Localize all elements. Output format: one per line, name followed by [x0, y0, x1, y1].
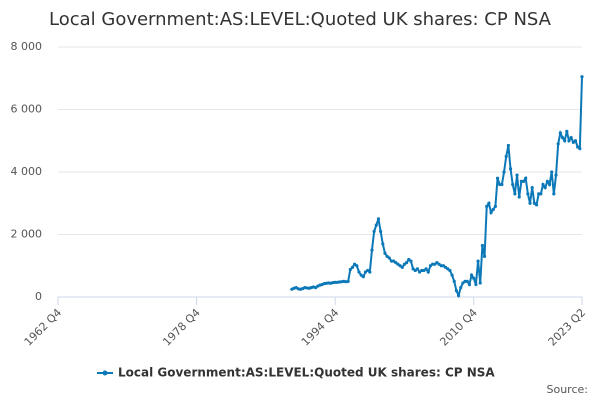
- point: [515, 173, 519, 177]
- point: [502, 170, 506, 174]
- point: [357, 270, 361, 274]
- point: [474, 282, 478, 287]
- point: [405, 261, 409, 265]
- point: [355, 264, 359, 268]
- point: [482, 254, 487, 258]
- point: [580, 75, 584, 79]
- point: [573, 139, 578, 143]
- point: [524, 176, 528, 180]
- point: [526, 192, 530, 196]
- x-tick-label: 1978 Q4: [160, 306, 203, 349]
- point: [379, 229, 383, 233]
- point: [459, 286, 463, 290]
- point: [528, 201, 532, 205]
- point: [504, 154, 508, 158]
- point: [493, 204, 497, 208]
- point: [348, 267, 352, 272]
- point: [560, 136, 565, 140]
- point: [489, 211, 493, 215]
- y-tick-label: 4 000: [11, 165, 43, 178]
- point: [424, 267, 428, 271]
- point: [426, 270, 430, 274]
- point: [450, 273, 454, 277]
- point: [350, 265, 355, 269]
- point: [517, 195, 521, 199]
- point: [387, 256, 391, 260]
- point: [472, 276, 476, 280]
- point: [539, 192, 543, 196]
- point: [565, 129, 569, 133]
- point: [521, 179, 526, 183]
- point: [511, 182, 515, 187]
- point: [534, 203, 539, 207]
- chart-title: Local Government:AS:LEVEL:Quoted UK shar…: [49, 9, 552, 30]
- point: [508, 167, 513, 171]
- point: [465, 279, 469, 283]
- point: [541, 182, 545, 187]
- point: [556, 142, 560, 146]
- source: Source:: [547, 383, 589, 396]
- point: [569, 136, 573, 140]
- point: [448, 268, 452, 273]
- point: [491, 207, 495, 212]
- legend: Local Government:AS:LEVEL:Quoted UK shar…: [97, 366, 495, 380]
- y-tick-label: 2 000: [11, 228, 43, 241]
- point: [372, 229, 376, 233]
- point: [456, 293, 461, 298]
- x-tick-label: 1994 Q4: [299, 306, 342, 349]
- point: [400, 265, 404, 269]
- point: [346, 279, 350, 283]
- point: [495, 176, 500, 180]
- point: [543, 186, 547, 190]
- point: [415, 267, 420, 271]
- x-tick-label: 2023 Q2: [546, 306, 589, 349]
- point: [454, 289, 459, 293]
- point: [547, 182, 552, 187]
- point: [361, 275, 365, 279]
- point: [478, 281, 482, 285]
- point: [513, 192, 517, 196]
- y-tick-label: 0: [35, 290, 42, 303]
- point: [383, 251, 387, 255]
- point: [476, 259, 480, 263]
- point: [552, 192, 556, 196]
- point: [480, 243, 484, 248]
- point: [409, 259, 413, 263]
- point: [376, 217, 381, 221]
- point: [506, 143, 510, 148]
- legend-marker: [102, 370, 108, 376]
- point: [558, 131, 562, 135]
- point: [469, 273, 474, 277]
- point: [370, 248, 374, 252]
- point: [554, 173, 558, 177]
- point: [381, 242, 385, 246]
- y-tick-label: 6 000: [11, 103, 43, 116]
- legend-label: Local Government:AS:LEVEL:Quoted UK shar…: [118, 366, 495, 380]
- point: [452, 279, 456, 283]
- point: [368, 270, 372, 274]
- point: [578, 146, 582, 151]
- point: [487, 201, 491, 205]
- x-tick-label: 1962 Q4: [22, 306, 65, 349]
- point: [550, 170, 554, 174]
- point: [545, 179, 549, 183]
- point: [567, 139, 571, 143]
- y-tick-label: 8 000: [11, 40, 43, 53]
- point: [530, 186, 534, 190]
- point: [485, 204, 489, 208]
- point: [467, 282, 472, 287]
- x-tick-label: 2010 Q4: [437, 306, 480, 349]
- point: [374, 223, 378, 227]
- point: [500, 182, 504, 187]
- point: [563, 139, 567, 143]
